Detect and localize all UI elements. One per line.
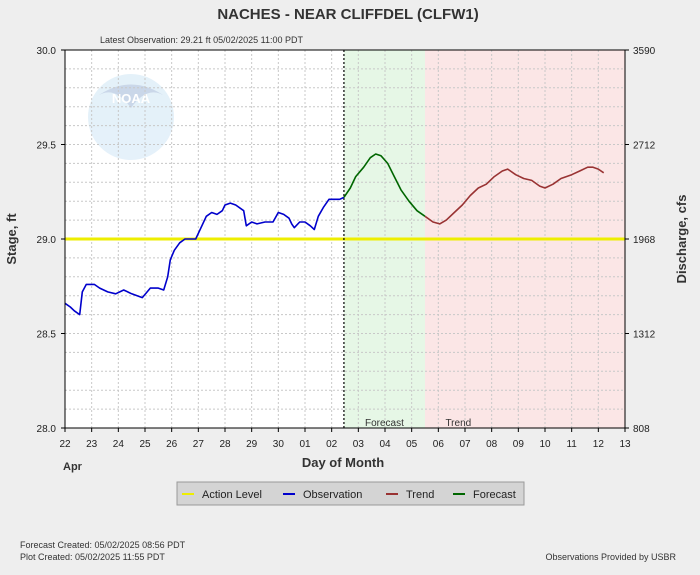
x-tick-label: 24 <box>113 439 125 450</box>
x-tick-label: 12 <box>593 439 605 450</box>
legend-label-trend: Trend <box>406 489 434 501</box>
forecast-region-label: Forecast <box>365 418 404 429</box>
chart-title: NACHES - NEAR CLIFFDEL (CLFW1) <box>217 6 478 23</box>
plot-created: Plot Created: 05/02/2025 11:55 PDT <box>20 552 165 562</box>
x-tick-label: 10 <box>539 439 551 450</box>
noaa-logo: NOAA <box>88 74 174 160</box>
x-tick-label: 04 <box>379 439 391 450</box>
x-tick-label: 23 <box>86 439 98 450</box>
y-right-tick-label: 1968 <box>633 235 656 246</box>
x-tick-label: 25 <box>139 439 151 450</box>
y-axis-left-label: Stage, ft <box>4 213 19 265</box>
series-line-trend <box>424 166 605 225</box>
noaa-logo-bird <box>96 84 166 108</box>
y-left-tick-label: 28.0 <box>37 424 57 435</box>
series-line-observation <box>64 196 345 316</box>
x-tick-label: 28 <box>219 439 231 450</box>
legend-label-action-level: Action Level <box>202 489 262 501</box>
x-tick-label: 27 <box>193 439 205 450</box>
y-axis-left-ticks: 28.0 28.5 29.0 29.5 30.0 <box>37 46 65 435</box>
y-right-tick-label: 2712 <box>633 141 656 152</box>
x-tick-label: 30 <box>273 439 285 450</box>
x-tick-label: 03 <box>353 439 365 450</box>
x-tick-label: 22 <box>59 439 71 450</box>
y-right-tick-label: 1312 <box>633 330 656 341</box>
x-tick-label: 13 <box>619 439 631 450</box>
trend-region-label: Trend <box>445 418 471 429</box>
y-axis-right-label: Discharge, cfs <box>674 195 689 284</box>
y-left-tick-label: 29.0 <box>37 235 57 246</box>
legend-box <box>176 481 525 506</box>
x-tick-label: 01 <box>299 439 311 450</box>
legend: Action Level Observation Trend Forecast <box>176 481 525 506</box>
x-tick-label: 11 <box>566 439 577 450</box>
x-tick-label: 09 <box>513 439 525 450</box>
y-left-tick-label: 30.0 <box>37 46 57 57</box>
legend-label-forecast: Forecast <box>473 489 516 501</box>
x-tick-label: 08 <box>486 439 498 450</box>
data-credit: Observations Provided by USBR <box>545 552 676 562</box>
plot-area: NOAA Forecast Trend <box>64 49 626 429</box>
x-tick-label: 02 <box>326 439 338 450</box>
y-left-tick-label: 28.5 <box>37 330 57 341</box>
y-left-tick-label: 29.5 <box>37 141 57 152</box>
x-tick-label: 29 <box>246 439 258 450</box>
latest-observation: Latest Observation: 29.21 ft 05/02/2025 … <box>100 35 303 45</box>
y-right-tick-label: 3590 <box>633 46 656 57</box>
noaa-logo-circle <box>88 74 174 160</box>
forecast-created: Forecast Created: 05/02/2025 08:56 PDT <box>20 540 186 550</box>
y-axis-right-ticks: 808 1312 1968 2712 3590 <box>625 46 656 435</box>
series-line-forecast <box>343 153 426 217</box>
x-tick-label: 26 <box>166 439 178 450</box>
x-tick-label: 06 <box>433 439 445 450</box>
x-tick-label: 07 <box>459 439 471 450</box>
x-tick-label: 05 <box>406 439 418 450</box>
month-label: Apr <box>63 461 83 473</box>
legend-label-observation: Observation <box>303 489 362 501</box>
x-axis-label: Day of Month <box>302 455 384 470</box>
y-right-tick-label: 808 <box>633 424 650 435</box>
series-group <box>64 153 605 316</box>
noaa-logo-text: NOAA <box>112 91 151 106</box>
x-axis-ticks: 22 23 24 25 26 27 28 29 30 01 02 03 04 05 06 07 08 09 10 11… <box>59 428 631 450</box>
